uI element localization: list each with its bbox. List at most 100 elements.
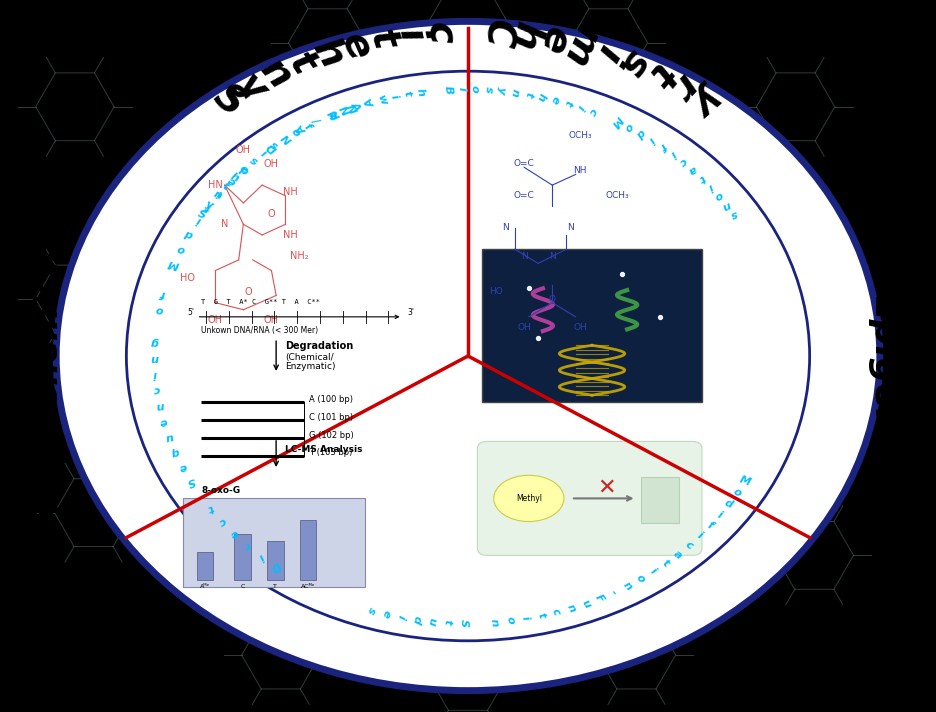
Text: HO: HO bbox=[180, 273, 195, 283]
Text: n: n bbox=[721, 199, 732, 211]
Text: t: t bbox=[661, 557, 671, 569]
Text: n: n bbox=[490, 617, 500, 627]
Text: t: t bbox=[206, 503, 215, 514]
Text: d: d bbox=[411, 614, 422, 624]
Text: n: n bbox=[509, 87, 520, 97]
Text: O: O bbox=[244, 287, 252, 297]
Text: i: i bbox=[588, 38, 628, 69]
Text: 8-oxo-G: 8-oxo-G bbox=[201, 486, 241, 495]
Text: N: N bbox=[337, 105, 350, 117]
Text: r: r bbox=[664, 67, 704, 107]
Text: i: i bbox=[396, 614, 406, 620]
Text: q: q bbox=[170, 446, 181, 458]
Text: t: t bbox=[221, 181, 230, 192]
Text: N: N bbox=[346, 101, 360, 114]
Text: n: n bbox=[622, 580, 634, 592]
Text: i: i bbox=[389, 93, 400, 100]
Text: S: S bbox=[206, 77, 252, 124]
Text: B: B bbox=[443, 85, 453, 94]
Text: d: d bbox=[634, 127, 647, 140]
Text: e: e bbox=[228, 528, 240, 540]
Text: i: i bbox=[716, 510, 724, 520]
FancyBboxPatch shape bbox=[234, 534, 251, 580]
Text: f: f bbox=[706, 520, 715, 531]
Text: NH: NH bbox=[283, 230, 298, 240]
FancyBboxPatch shape bbox=[183, 498, 365, 587]
Text: i: i bbox=[195, 214, 202, 225]
Text: o: o bbox=[713, 189, 724, 201]
Text: A: A bbox=[349, 100, 362, 113]
Text: R: R bbox=[329, 108, 343, 120]
Text: NH: NH bbox=[283, 187, 298, 197]
Text: o: o bbox=[154, 304, 164, 315]
Text: OCH₃: OCH₃ bbox=[568, 131, 592, 140]
Text: a: a bbox=[672, 548, 684, 560]
Text: /: / bbox=[314, 116, 325, 126]
Ellipse shape bbox=[494, 476, 563, 521]
Ellipse shape bbox=[56, 21, 880, 691]
Text: t: t bbox=[639, 55, 680, 93]
Text: 3': 3' bbox=[407, 308, 414, 318]
Text: F: F bbox=[593, 592, 607, 604]
Text: i: i bbox=[259, 149, 268, 159]
Text: e: e bbox=[226, 174, 237, 187]
Text: A: A bbox=[365, 96, 377, 108]
Text: e: e bbox=[159, 416, 168, 426]
Text: s: s bbox=[365, 604, 377, 615]
Text: (Chemical/: (Chemical/ bbox=[285, 352, 334, 362]
Text: a: a bbox=[686, 163, 698, 176]
Text: u: u bbox=[164, 431, 174, 442]
Text: O=C: O=C bbox=[514, 159, 534, 168]
Text: S: S bbox=[197, 209, 208, 221]
Text: h: h bbox=[416, 87, 427, 97]
Point bbox=[652, 311, 667, 323]
Text: n: n bbox=[155, 400, 165, 411]
Text: y: y bbox=[229, 64, 274, 109]
Text: o: o bbox=[622, 120, 635, 133]
Text: o: o bbox=[289, 127, 302, 139]
Text: i: i bbox=[215, 188, 224, 199]
Text: n: n bbox=[253, 51, 300, 97]
Text: h: h bbox=[228, 172, 241, 184]
Text: N: N bbox=[502, 224, 509, 232]
Text: M: M bbox=[609, 114, 624, 129]
Text: e: e bbox=[238, 163, 250, 176]
Text: i: i bbox=[649, 566, 658, 576]
Text: i: i bbox=[153, 369, 157, 379]
Text: t: t bbox=[696, 172, 707, 184]
Text: c: c bbox=[419, 19, 460, 46]
Text: i: i bbox=[520, 615, 531, 622]
Text: e: e bbox=[380, 608, 392, 619]
Text: r: r bbox=[241, 540, 252, 551]
Text: h: h bbox=[305, 33, 351, 75]
Text: HO: HO bbox=[490, 288, 503, 296]
Text: R: R bbox=[325, 110, 338, 122]
Point bbox=[521, 283, 536, 294]
Text: N: N bbox=[520, 252, 528, 261]
Text: t: t bbox=[443, 619, 453, 626]
Text: t: t bbox=[535, 612, 547, 620]
Text: ✕: ✕ bbox=[597, 478, 616, 498]
Text: -: - bbox=[608, 587, 620, 597]
Text: w: w bbox=[374, 93, 388, 106]
Text: g: g bbox=[151, 336, 159, 347]
Text: NH: NH bbox=[574, 167, 587, 175]
Text: s: s bbox=[729, 209, 739, 221]
Text: f: f bbox=[160, 288, 167, 299]
Text: u: u bbox=[427, 617, 438, 626]
Text: N: N bbox=[567, 224, 575, 232]
Text: OH: OH bbox=[518, 323, 531, 332]
Text: i: i bbox=[695, 530, 704, 541]
Text: t: t bbox=[402, 90, 413, 98]
Text: d: d bbox=[183, 228, 195, 240]
Text: d: d bbox=[238, 162, 250, 175]
Text: n: n bbox=[212, 189, 223, 201]
Text: ACᴹᵉ: ACᴹᵉ bbox=[300, 584, 315, 589]
Point bbox=[615, 268, 630, 280]
Text: N: N bbox=[548, 252, 556, 261]
Text: T (103 bp): T (103 bp) bbox=[309, 449, 352, 457]
Text: C (101 bp): C (101 bp) bbox=[309, 413, 353, 422]
FancyBboxPatch shape bbox=[197, 552, 213, 580]
Text: O: O bbox=[268, 209, 275, 219]
Text: c: c bbox=[550, 607, 562, 617]
